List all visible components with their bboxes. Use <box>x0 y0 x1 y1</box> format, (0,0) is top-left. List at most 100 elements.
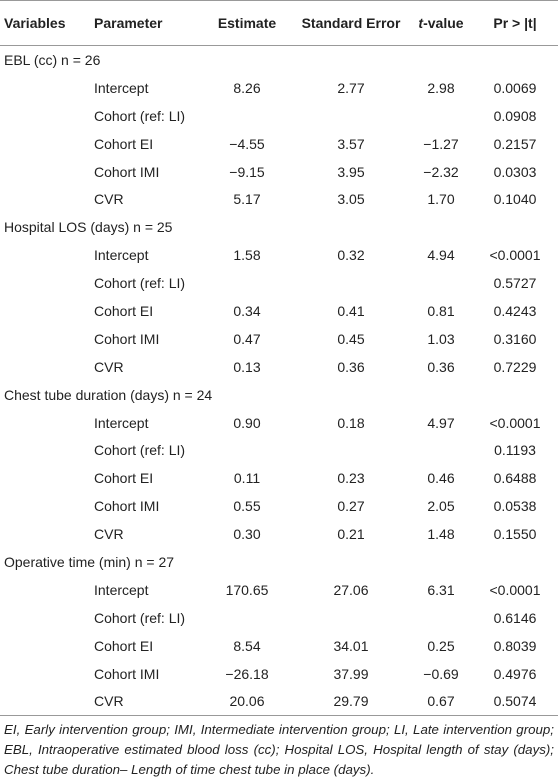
value-cell: 0.25 <box>427 637 455 654</box>
column-header: Variables <box>0 0 90 46</box>
parameter: CVR <box>94 526 124 543</box>
empty-cell <box>0 158 90 186</box>
empty-cell <box>0 297 90 325</box>
parameter: Cohort IMI <box>94 665 160 682</box>
empty-cell <box>0 464 90 492</box>
group-label: Operative time (min) n = 27 <box>4 553 175 570</box>
parameter: CVR <box>94 358 124 375</box>
empty-cell <box>0 492 90 520</box>
value-cell: 2.05 <box>427 498 455 515</box>
value-cell: 0.0303 <box>493 163 537 180</box>
parameter: Cohort IMI <box>94 498 160 515</box>
value-cell <box>410 269 472 297</box>
value-cell: 0.81 <box>427 302 455 319</box>
group-row: Hospital LOS (days) n = 25 <box>0 213 558 241</box>
empty-cell <box>0 74 90 102</box>
footnote: EI, Early intervention group; IMI, Inter… <box>4 722 554 778</box>
group-row: EBL (cc) n = 26 <box>0 46 558 74</box>
value-cell <box>292 269 410 297</box>
value-cell: 1.48 <box>427 526 455 543</box>
empty-cell <box>0 409 90 437</box>
value-cell: 1.70 <box>427 191 455 208</box>
value-cell: 0.8039 <box>493 637 537 654</box>
parameter: Cohort IMI <box>94 163 160 180</box>
value-cell: 4.94 <box>427 247 455 264</box>
value-cell <box>292 436 410 464</box>
column-header: Pr > |t| <box>472 0 558 46</box>
value-cell: −1.27 <box>423 135 459 152</box>
value-cell: 0.4243 <box>493 302 537 319</box>
value-cell: 0.0538 <box>493 498 537 515</box>
value-cell: 0.21 <box>337 526 365 543</box>
header-row: Variables Parameter Estimate Standard Error… <box>0 0 558 46</box>
empty-cell <box>0 325 90 353</box>
parameter: Cohort EI <box>94 470 154 487</box>
value-cell: 0.45 <box>337 330 365 347</box>
table-body: EBL (cc) n = 26 Intercept 8.26 2.77 2.98 0.00… <box>0 46 558 717</box>
data-row: Cohort (ref: LI) 0.5727 <box>0 269 558 297</box>
data-row: Intercept 170.65 27.06 6.31 <0.0001 <box>0 576 558 604</box>
data-row: CVR 0.30 0.21 1.48 0.1550 <box>0 520 558 548</box>
empty-cell <box>0 660 90 688</box>
value-cell: 0.41 <box>337 302 365 319</box>
parameter: CVR <box>94 191 124 208</box>
value-cell: 0.7229 <box>493 358 537 375</box>
empty-cell <box>0 241 90 269</box>
data-row: Intercept 0.90 0.18 4.97 <0.0001 <box>0 409 558 437</box>
value-cell <box>202 102 292 130</box>
parameter: Cohort (ref: LI) <box>94 442 186 459</box>
parameter: CVR <box>90 687 202 717</box>
value-cell: 34.01 <box>333 637 369 654</box>
empty-cell <box>0 520 90 548</box>
value-cell: 0.34 <box>233 302 261 319</box>
parameter: Cohort IMI <box>94 330 160 347</box>
value-cell: −9.15 <box>229 163 265 180</box>
empty-cell <box>0 436 90 464</box>
parameter: Intercept <box>94 247 149 264</box>
value-cell: 0.11 <box>233 470 261 487</box>
parameter: Intercept <box>94 79 149 96</box>
value-cell: 20.06 <box>202 687 292 717</box>
results-table: Variables Parameter Estimate Standard Error… <box>0 0 558 717</box>
value-cell: 6.31 <box>427 581 455 598</box>
value-cell: 0.23 <box>337 470 365 487</box>
data-row: Cohort IMI 0.47 0.45 1.03 0.3160 <box>0 325 558 353</box>
value-cell: 2.77 <box>337 79 365 96</box>
value-cell: 1.58 <box>233 247 261 264</box>
value-cell: <0.0001 <box>489 247 541 264</box>
parameter: Intercept <box>94 414 149 431</box>
value-cell <box>202 604 292 632</box>
empty-cell <box>0 604 90 632</box>
group-label: EBL (cc) n = 26 <box>4 51 101 68</box>
column-header: Standard Error <box>292 0 410 46</box>
value-cell: 0.67 <box>410 687 472 717</box>
value-cell: 3.95 <box>337 163 365 180</box>
empty-cell <box>0 130 90 158</box>
empty-cell <box>0 102 90 130</box>
empty-cell <box>0 576 90 604</box>
empty-cell <box>0 185 90 213</box>
value-cell: 0.27 <box>337 498 365 515</box>
value-cell <box>292 604 410 632</box>
value-cell: −4.55 <box>229 135 265 152</box>
data-row: Cohort (ref: LI) 0.6146 <box>0 604 558 632</box>
parameter: Cohort EI <box>94 135 154 152</box>
value-cell: 27.06 <box>333 581 369 598</box>
group-label: Hospital LOS (days) n = 25 <box>4 219 173 236</box>
value-cell: 0.1193 <box>494 442 536 459</box>
data-row: CVR 20.06 29.79 0.67 0.5074 <box>0 687 558 717</box>
value-cell: −2.32 <box>423 163 459 180</box>
value-cell: 29.79 <box>292 687 410 717</box>
value-cell: 0.46 <box>427 470 455 487</box>
value-cell: 0.0908 <box>493 107 537 124</box>
value-cell: 0.5727 <box>493 275 537 292</box>
value-cell: 0.5074 <box>472 687 558 717</box>
data-row: Cohort IMI −9.15 3.95 −2.32 0.0303 <box>0 158 558 186</box>
parameter: Cohort EI <box>94 637 154 654</box>
value-cell: −26.18 <box>225 665 269 682</box>
data-row: Cohort (ref: LI) 0.0908 <box>0 102 558 130</box>
data-row: Cohort EI 0.11 0.23 0.46 0.6488 <box>0 464 558 492</box>
value-cell <box>410 436 472 464</box>
data-row: Cohort IMI −26.18 37.99 −0.69 0.4976 <box>0 660 558 688</box>
